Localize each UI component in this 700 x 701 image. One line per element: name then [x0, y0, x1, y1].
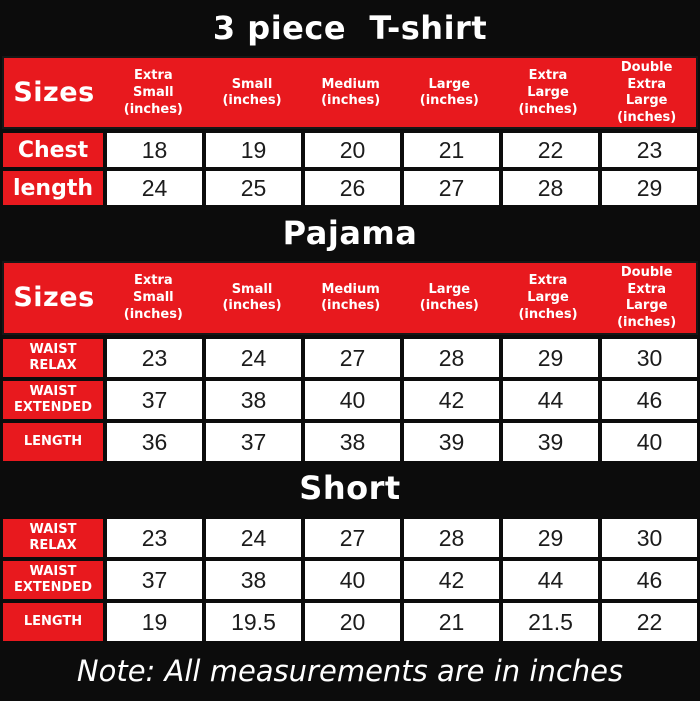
chest-value-xs: 18: [107, 133, 202, 167]
pajama-waist-relax-xl: 29: [503, 339, 598, 377]
pajama-waist-extended-m: 40: [305, 381, 400, 419]
short-waist-extended-m: 40: [305, 561, 400, 599]
pajama-waist-extended-xl: 44: [503, 381, 598, 419]
short-waist-relax-xxl: 30: [602, 519, 697, 557]
short-length-xxl: 22: [602, 603, 697, 641]
pajama-length-xl: 39: [503, 423, 598, 461]
column-header-extra-large: Extra Large (inches): [518, 273, 578, 322]
pajama-table: WAIST RELAX 23 24 27 28 29 30 WAIST EXTE…: [0, 335, 700, 461]
pajama-header-row: Sizes Extra Small (inches) Small (inches…: [2, 261, 698, 335]
short-waist-extended-xl: 44: [503, 561, 598, 599]
pajama-length-l: 39: [404, 423, 499, 461]
row-header-waist-extended: WAIST EXTENDED: [3, 381, 103, 419]
short-waist-extended-xs: 37: [107, 561, 202, 599]
length-value-s: 25: [206, 171, 301, 205]
pajama-waist-relax-xxl: 30: [602, 339, 697, 377]
short-length-l: 21: [404, 603, 499, 641]
chest-value-xl: 22: [503, 133, 598, 167]
short-length-xs: 19: [107, 603, 202, 641]
pajama-length-xs: 36: [107, 423, 202, 461]
column-header-small: Small (inches): [222, 281, 282, 314]
pajama-waist-relax-s: 24: [206, 339, 301, 377]
column-header-medium: Medium (inches): [321, 281, 381, 314]
row-header-length: length: [3, 171, 103, 205]
row-header-chest: Chest: [3, 133, 103, 167]
tshirt-header-row: Sizes Extra Small (inches) Small (inches…: [2, 56, 698, 129]
column-header-double-extra-large: Double Extra Large (inches): [617, 265, 677, 330]
row-header-length: LENGTH: [3, 423, 103, 461]
short-waist-extended-s: 38: [206, 561, 301, 599]
short-waist-relax-xs: 23: [107, 519, 202, 557]
length-value-xl: 28: [503, 171, 598, 205]
chest-value-xxl: 23: [602, 133, 697, 167]
row-header-length: LENGTH: [3, 603, 103, 641]
measurements-note: Note: All measurements are in inches: [0, 641, 700, 701]
row-header-waist-relax: WAIST RELAX: [3, 339, 103, 377]
column-header-sizes: Sizes: [13, 76, 95, 108]
chest-value-l: 21: [404, 133, 499, 167]
row-header-waist-extended: WAIST EXTENDED: [3, 561, 103, 599]
short-waist-relax-l: 28: [404, 519, 499, 557]
tshirt-table: Chest 18 19 20 21 22 23 length 24 25 26 …: [0, 129, 700, 205]
column-header-extra-small: Extra Small (inches): [123, 273, 183, 322]
column-header-small: Small (inches): [222, 76, 282, 109]
pajama-length-s: 37: [206, 423, 301, 461]
short-waist-relax-m: 27: [305, 519, 400, 557]
short-table: WAIST RELAX 23 24 27 28 29 30 WAIST EXTE…: [0, 515, 700, 641]
length-value-xs: 24: [107, 171, 202, 205]
pajama-waist-relax-m: 27: [305, 339, 400, 377]
short-waist-extended-l: 42: [404, 561, 499, 599]
short-length-s: 19.5: [206, 603, 301, 641]
column-header-medium: Medium (inches): [321, 76, 381, 109]
pajama-waist-extended-s: 38: [206, 381, 301, 419]
length-value-m: 26: [305, 171, 400, 205]
section-title-tshirt: 3 piece T-shirt: [0, 0, 700, 56]
short-waist-extended-xxl: 46: [602, 561, 697, 599]
short-waist-relax-s: 24: [206, 519, 301, 557]
pajama-length-xxl: 40: [602, 423, 697, 461]
column-header-large: Large (inches): [419, 281, 479, 314]
column-header-double-extra-large: Double Extra Large (inches): [617, 60, 677, 125]
row-header-waist-relax: WAIST RELAX: [3, 519, 103, 557]
column-header-extra-large: Extra Large (inches): [518, 68, 578, 117]
column-header-sizes: Sizes: [13, 281, 95, 313]
pajama-waist-relax-l: 28: [404, 339, 499, 377]
length-value-l: 27: [404, 171, 499, 205]
pajama-waist-relax-xs: 23: [107, 339, 202, 377]
short-length-m: 20: [305, 603, 400, 641]
pajama-waist-extended-l: 42: [404, 381, 499, 419]
chest-value-s: 19: [206, 133, 301, 167]
section-title-pajama: Pajama: [0, 205, 700, 261]
short-length-xl: 21.5: [503, 603, 598, 641]
short-waist-relax-xl: 29: [503, 519, 598, 557]
chest-value-m: 20: [305, 133, 400, 167]
section-title-short: Short: [0, 461, 700, 515]
pajama-waist-extended-xs: 37: [107, 381, 202, 419]
length-value-xxl: 29: [602, 171, 697, 205]
column-header-large: Large (inches): [419, 76, 479, 109]
pajama-length-m: 38: [305, 423, 400, 461]
pajama-waist-extended-xxl: 46: [602, 381, 697, 419]
column-header-extra-small: Extra Small (inches): [123, 68, 183, 117]
